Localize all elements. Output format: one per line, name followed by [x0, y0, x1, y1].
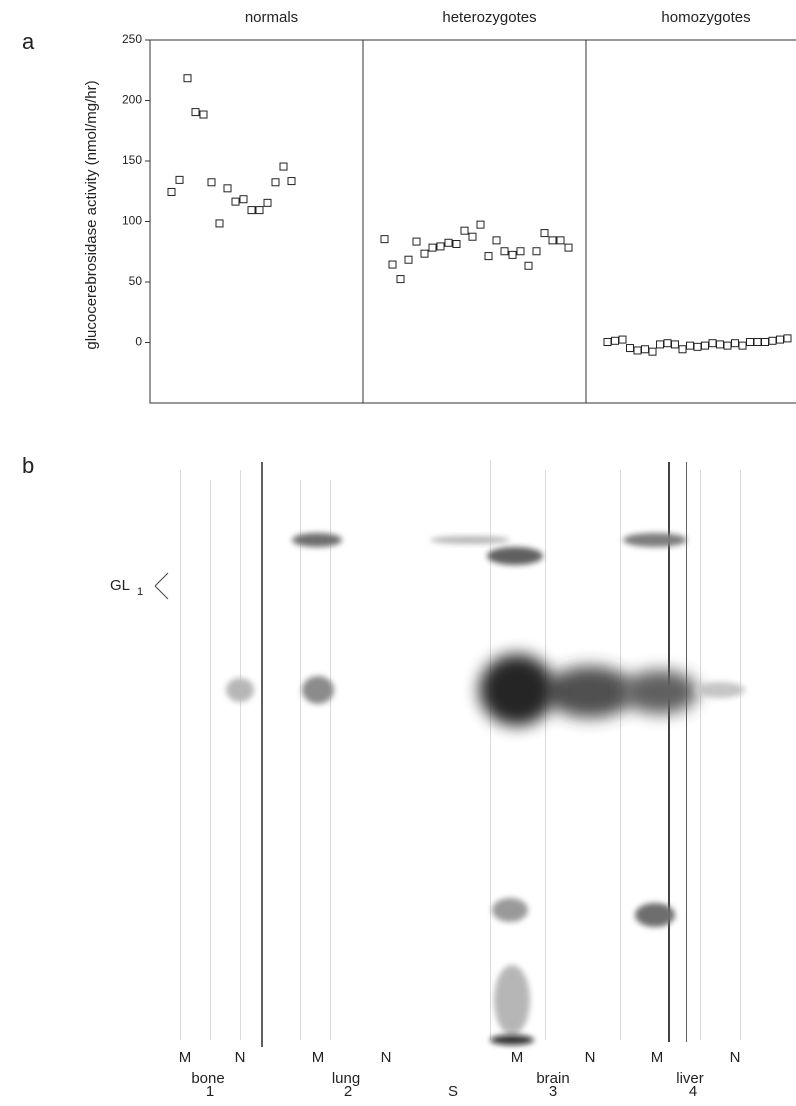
point: [611, 336, 619, 345]
point: [708, 339, 717, 348]
tissue-label: brain: [536, 1070, 569, 1087]
point: [484, 252, 493, 261]
point: [618, 335, 627, 344]
point: [215, 219, 224, 228]
point: [633, 346, 642, 355]
point: [738, 341, 747, 350]
point: [183, 74, 192, 83]
point: [167, 187, 176, 196]
y-tick-label: 50: [129, 274, 143, 288]
point: [626, 344, 634, 353]
tissue-label: lung: [332, 1070, 360, 1087]
point: [564, 243, 573, 252]
point: [731, 339, 739, 348]
lane-label: M: [651, 1049, 664, 1066]
panel-label: a: [22, 29, 35, 54]
point: [656, 340, 664, 349]
point: [701, 341, 709, 350]
lane-label: M: [312, 1049, 325, 1066]
point: [452, 239, 461, 248]
point: [239, 195, 248, 204]
y-tick-label: 0: [135, 335, 142, 349]
point: [648, 347, 657, 356]
panel-label: b: [22, 453, 34, 478]
point: [768, 336, 777, 345]
point: [783, 334, 792, 343]
standard-label: S: [448, 1083, 458, 1100]
point: [380, 235, 389, 244]
point: [500, 247, 509, 256]
point: [516, 247, 525, 256]
point: [761, 338, 769, 346]
point: [412, 237, 421, 246]
point: [287, 177, 296, 186]
point: [548, 236, 557, 245]
point: [255, 206, 264, 215]
point: [671, 340, 679, 349]
point: [532, 247, 541, 256]
point: [460, 226, 469, 235]
point: [207, 178, 216, 187]
lane-label: N: [235, 1049, 246, 1066]
point: [420, 249, 429, 258]
point: [686, 341, 694, 350]
tissue-label: bone: [191, 1070, 224, 1087]
point: [476, 220, 485, 229]
group-label: heterozygotes: [442, 9, 536, 26]
point: [404, 255, 413, 264]
point: [693, 342, 702, 351]
y-tick-label: 250: [122, 32, 142, 46]
point: [231, 197, 240, 206]
point: [641, 345, 649, 354]
lane-number: 3: [549, 1083, 557, 1100]
point: [199, 110, 208, 119]
y-tick-label: 100: [122, 214, 142, 228]
band-label-subscript: 1: [137, 586, 143, 598]
point: [524, 261, 533, 270]
y-tick-label: 150: [122, 153, 142, 167]
point: [444, 238, 453, 247]
point: [492, 236, 501, 245]
lane-number: 4: [689, 1083, 697, 1100]
lane-label: N: [585, 1049, 596, 1066]
lane-number: 1: [206, 1083, 214, 1100]
point: [388, 260, 397, 269]
point: [263, 198, 272, 207]
point: [678, 345, 687, 354]
point: [746, 338, 754, 346]
lane-label: M: [179, 1049, 192, 1066]
point: [540, 229, 549, 238]
point: [468, 232, 477, 241]
point: [279, 162, 288, 171]
point: [556, 236, 565, 245]
point: [508, 250, 517, 259]
point: [247, 206, 256, 215]
y-tick-label: 200: [122, 93, 142, 107]
point: [723, 341, 732, 350]
point: [776, 335, 784, 344]
point: [271, 178, 280, 187]
gel: [154, 460, 745, 1047]
point: [175, 175, 184, 184]
point: [436, 242, 445, 251]
group-label: normals: [245, 9, 298, 26]
point: [428, 243, 437, 252]
lane-label: N: [730, 1049, 741, 1066]
tissue-label: liver: [676, 1070, 704, 1087]
point: [753, 338, 762, 346]
point: [191, 108, 200, 117]
band-label: GL: [110, 577, 130, 594]
point: [716, 340, 724, 349]
lane-label: N: [381, 1049, 392, 1066]
point: [663, 339, 672, 348]
point: [603, 338, 612, 346]
point: [396, 275, 405, 284]
y-axis-label: glucocerebrosidase activity (nmol/mg/hr): [83, 80, 100, 349]
lane-number: 2: [344, 1083, 352, 1100]
group-label: homozygotes: [661, 9, 750, 26]
point: [223, 184, 232, 193]
lane-label: M: [511, 1049, 524, 1066]
